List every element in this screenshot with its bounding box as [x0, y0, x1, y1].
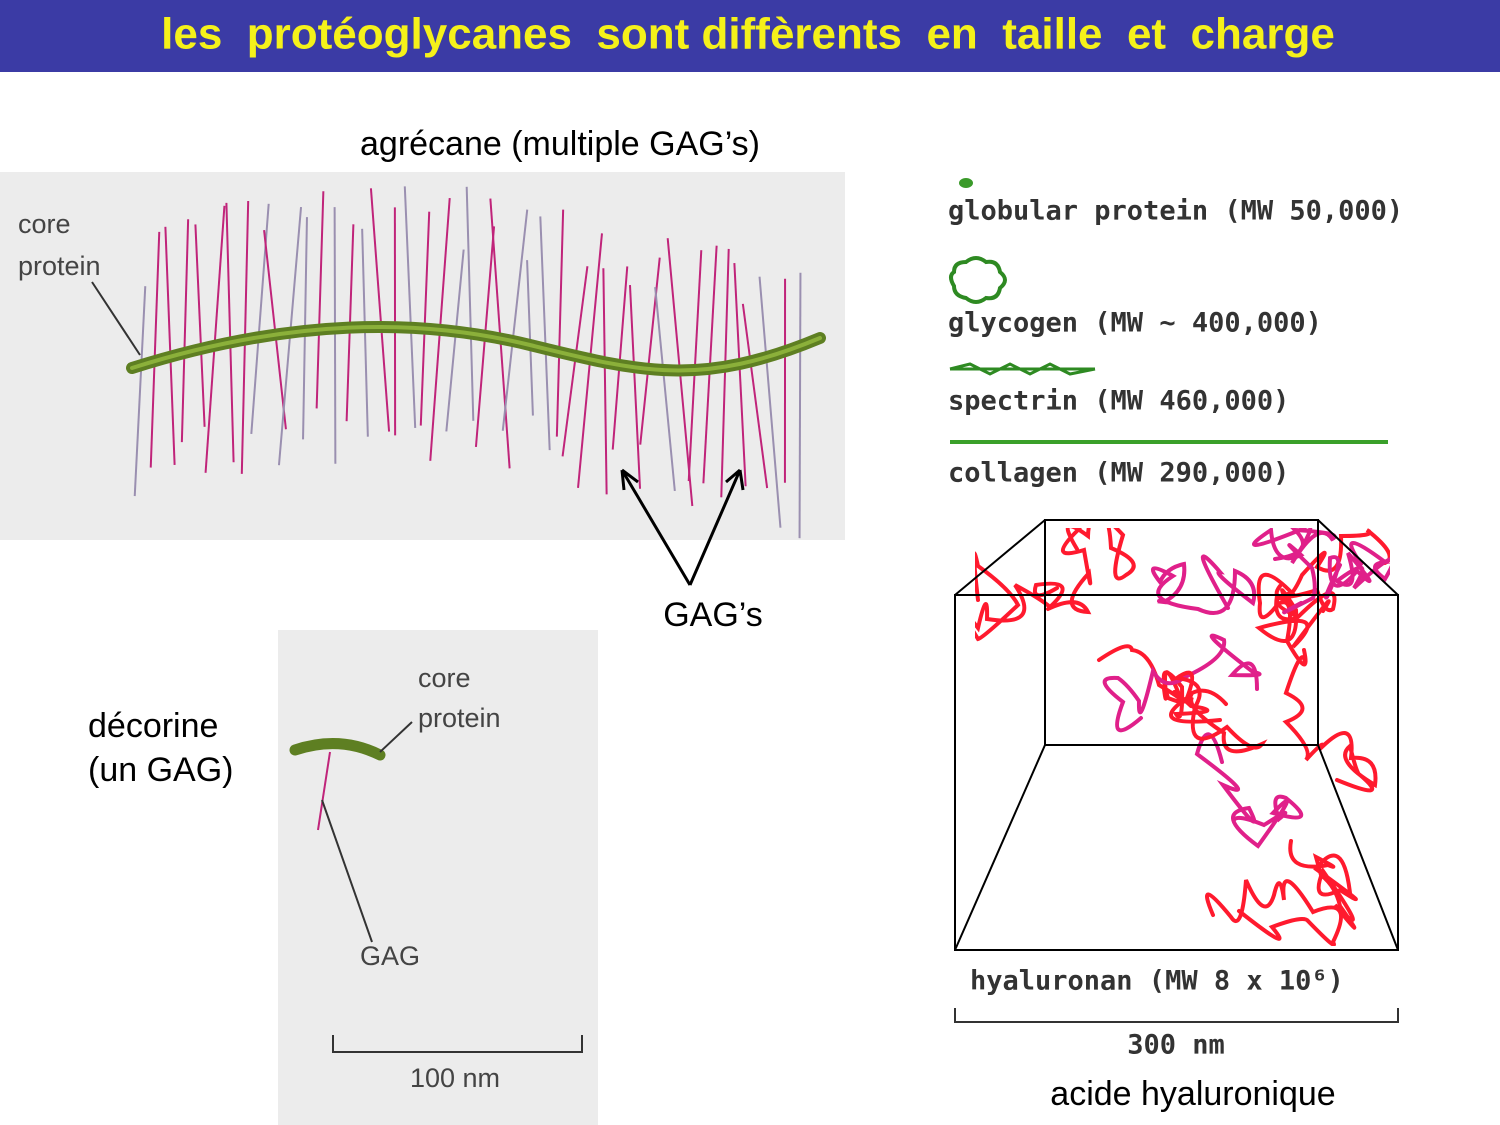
coil [1097, 644, 1210, 719]
core-label: core [418, 663, 471, 693]
gag-chain [180, 219, 190, 443]
decorin-caption: (un GAG) [88, 751, 233, 789]
gag-chain [315, 191, 325, 409]
leader-line [379, 721, 413, 753]
cube-outline [954, 519, 1399, 951]
gag-chain [445, 249, 465, 432]
gag-chain [611, 266, 629, 450]
core-label: protein [418, 703, 501, 733]
coil [1288, 839, 1358, 930]
core-label: protein [18, 251, 101, 281]
gag-chain [526, 260, 534, 416]
gag-chain [501, 209, 529, 431]
gag-chain [149, 231, 161, 468]
coil [1205, 879, 1343, 946]
scale-bar [954, 1008, 1399, 1023]
gag-chain [317, 751, 331, 831]
spectrin-icon [949, 362, 1096, 376]
title-bar [0, 0, 1500, 72]
coil [1282, 655, 1378, 793]
hyaluronan-label: hyaluronan (MW 8 x 10⁶) [970, 966, 1344, 997]
gag-chain [204, 205, 226, 473]
gag-chain [225, 202, 235, 463]
gag-chain [602, 268, 608, 495]
gag-chain [741, 303, 769, 489]
core-protein-highlight [130, 324, 822, 373]
gag-chain [798, 272, 802, 539]
gag-chain [403, 186, 417, 428]
gag-chain [654, 287, 676, 492]
size-item: spectrin (MW 460,000) [948, 386, 1289, 417]
core-protein [289, 738, 386, 761]
size-item: globular protein (MW 50,000) [948, 196, 1403, 227]
hyaluronan-caption: acide hyaluronique [1050, 1075, 1335, 1113]
scale-bar [332, 1035, 583, 1053]
core-label: core [18, 209, 71, 239]
decorin-panel [278, 630, 598, 1125]
gag-chain [369, 188, 391, 432]
gag-chain [133, 286, 147, 497]
leader-line [91, 281, 141, 356]
gag-chain [758, 276, 782, 528]
gag-chain [465, 186, 475, 421]
gag-chain [539, 216, 551, 451]
gag-arrows [620, 468, 745, 586]
gag-chain [419, 211, 431, 426]
aggrecan-panel [0, 172, 845, 540]
gag-chain [164, 226, 176, 465]
decorin-caption: décorine [88, 707, 218, 745]
scale-label: 100 nm [410, 1063, 500, 1093]
gag-chain [194, 224, 206, 427]
gag-chain [333, 207, 337, 464]
coil [1323, 541, 1390, 600]
gag-chain [720, 248, 730, 498]
gag-chain [639, 257, 661, 445]
gag-chain [555, 209, 565, 437]
aggrecan-caption: agrécane (multiple GAG’s) [360, 125, 760, 163]
hyaluronan-coils [975, 528, 1390, 946]
coil [1194, 732, 1304, 849]
leader-line [321, 799, 373, 943]
size-item: collagen (MW 290,000) [948, 458, 1289, 489]
coil [1150, 554, 1257, 615]
scale-label: 300 nm [1127, 1030, 1225, 1061]
gag-chain [733, 262, 747, 487]
coil [1169, 670, 1268, 754]
coil [1046, 528, 1136, 615]
coil [1102, 633, 1262, 733]
gag-label: GAG [360, 941, 420, 971]
size-item: glycogen (MW ~ 400,000) [948, 308, 1322, 339]
globular-icon [959, 178, 973, 188]
slide-title: les protéoglycanes sont diffèrents en ta… [161, 10, 1335, 59]
coil [975, 551, 1065, 642]
glycogen-icon [949, 256, 1007, 304]
gag-chain [628, 285, 642, 489]
gag-pointer-label: GAG’s [663, 596, 763, 634]
